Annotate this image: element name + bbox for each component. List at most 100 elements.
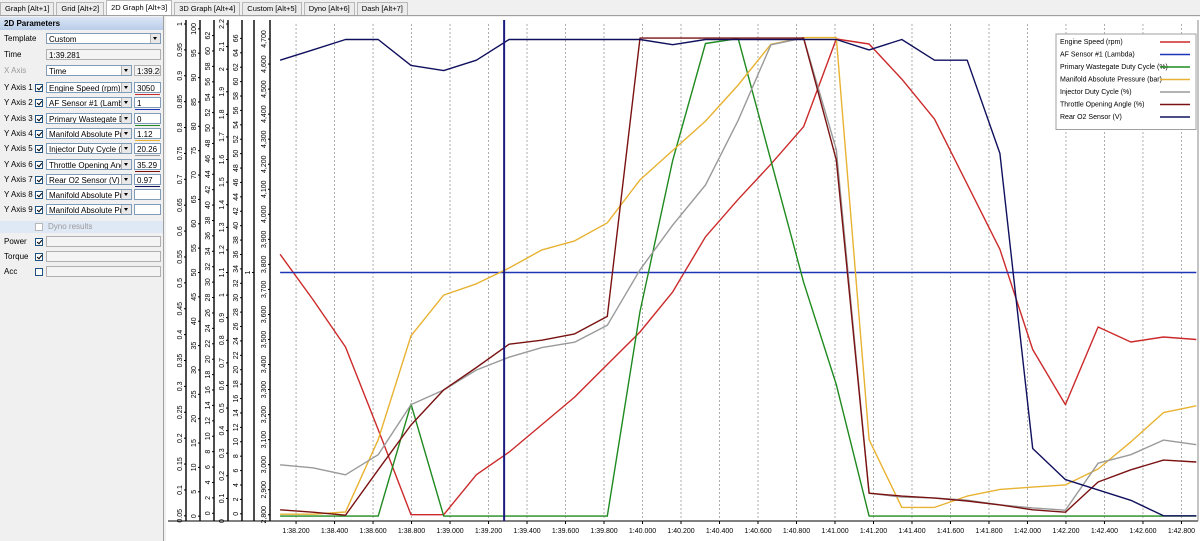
- y-tick-label: 25: [191, 390, 198, 398]
- dropdown-arrow[interactable]: [121, 128, 131, 138]
- x-tick-label: 1:38.600: [359, 528, 386, 535]
- channel-combo[interactable]: Engine Speed (rpm): [46, 82, 132, 93]
- y-tick-label: 54: [233, 121, 240, 129]
- dropdown-arrow[interactable]: [121, 113, 131, 123]
- y-tick-label: 3,900: [261, 230, 268, 248]
- y-tick-label: 50: [191, 269, 198, 277]
- y-tick-label: 16: [233, 395, 240, 403]
- y-tick-label: 42: [205, 186, 212, 194]
- y-tick-label: 3,600: [261, 306, 268, 324]
- legend-label: AF Sensor #1 (Lambda): [1060, 51, 1135, 58]
- tab[interactable]: Graph [Alt+1]: [0, 2, 55, 15]
- dropdown-arrow[interactable]: [121, 66, 131, 75]
- channel-combo[interactable]: Throttle Opening Angle (: [46, 158, 132, 170]
- combo-text: Injector Duty Cycle (%): [49, 145, 131, 155]
- combo-text: Engine Speed (rpm): [49, 84, 121, 93]
- checkbox[interactable]: [35, 160, 43, 169]
- y-tick-label: 0.9: [177, 71, 184, 81]
- dropdown-arrow[interactable]: [121, 98, 131, 108]
- checkbox[interactable]: [35, 114, 43, 123]
- y-tick-label: 3,400: [261, 356, 268, 374]
- y-tick-label: 0: [205, 511, 212, 515]
- y-tick-label: 15: [191, 439, 198, 447]
- dropdown-arrow[interactable]: [121, 174, 131, 184]
- tab[interactable]: 2D Graph [Alt+3]: [106, 0, 173, 15]
- option-label: Power: [4, 237, 27, 246]
- y-tick-label: 58: [233, 92, 240, 100]
- checkbox[interactable]: [35, 145, 43, 154]
- dropdown-arrow[interactable]: [121, 205, 131, 215]
- dropdown-arrow[interactable]: [121, 144, 131, 154]
- x-tick-label: 1:41.600: [937, 528, 964, 535]
- y-tick-label: 0: [191, 514, 198, 518]
- y-tick-label: 4,100: [261, 180, 268, 198]
- tab[interactable]: Grid [Alt+2]: [56, 2, 105, 15]
- y-tick-label: 0.75: [177, 147, 184, 161]
- y-tick-label: 5: [191, 490, 198, 494]
- checkbox[interactable]: [35, 129, 43, 138]
- dropdown-arrow[interactable]: [121, 159, 131, 169]
- y-tick-label: 45: [191, 293, 198, 301]
- y-tick-label: 2.1: [219, 42, 226, 52]
- channel-combo[interactable]: Primary Wastegate Duty: [46, 112, 132, 124]
- checkbox[interactable]: [35, 238, 43, 246]
- x-readout: 1:39.28: [134, 65, 161, 76]
- y-tick-label: 30: [233, 294, 240, 302]
- x-tick-label: 1:39.000: [436, 528, 463, 535]
- x-tick-label: 1:38.200: [282, 528, 309, 535]
- combo-text: AF Sensor #1 (Lambda): [49, 99, 132, 109]
- y-tick-label: 40: [191, 317, 198, 325]
- tab[interactable]: 3D Graph [Alt+4]: [174, 2, 241, 15]
- checkbox[interactable]: [35, 253, 43, 261]
- tab[interactable]: Custom [Alt+5]: [242, 2, 302, 15]
- channel-combo[interactable]: Injector Duty Cycle (%): [46, 143, 132, 155]
- tab[interactable]: Dyno [Alt+6]: [303, 2, 355, 15]
- y-tick-label: 34: [233, 265, 240, 273]
- checkbox[interactable]: [35, 223, 43, 231]
- y-tick-label: 0.65: [177, 198, 184, 212]
- y-tick-label: 2.2: [219, 19, 226, 29]
- channel-combo[interactable]: AF Sensor #1 (Lambda): [46, 97, 132, 109]
- checkbox[interactable]: [35, 268, 43, 276]
- dropdown-arrow[interactable]: [121, 83, 131, 92]
- y-axis-label: Y Axis 8: [4, 190, 33, 200]
- x-axis-combo[interactable]: Time: [46, 65, 132, 76]
- x-tick-label: 1:39.200: [475, 528, 502, 535]
- x-tick-label: 1:38.800: [398, 528, 425, 535]
- checkbox[interactable]: [35, 99, 43, 108]
- series-line: [280, 36, 1197, 515]
- y-tick-label: 1.3: [219, 222, 226, 232]
- tab[interactable]: Dash [Alt+7]: [356, 2, 408, 15]
- y-tick-label: 1.8: [219, 109, 226, 119]
- y-tick-label: 3,100: [261, 431, 268, 449]
- channel-combo[interactable]: Manifold Absolute Press: [46, 127, 132, 139]
- y-tick-label: 0.2: [177, 433, 184, 443]
- readout-color: [135, 124, 160, 126]
- y-tick-label: 44: [233, 193, 240, 201]
- y-tick-label: 1.6: [219, 155, 226, 165]
- y-tick-label: 0.1: [219, 493, 226, 503]
- y-tick-label: 0.8: [219, 335, 226, 345]
- dropdown-arrow[interactable]: [121, 190, 131, 200]
- checkbox[interactable]: [35, 84, 43, 92]
- checkbox[interactable]: [35, 191, 43, 200]
- x-tick-label: 1:41.400: [898, 528, 925, 535]
- y-tick-label: 36: [205, 232, 212, 240]
- dropdown-arrow[interactable]: [150, 34, 160, 43]
- channel-combo[interactable]: Manifold Absolute Press: [46, 189, 132, 201]
- y-tick-label: 0.4: [219, 426, 226, 436]
- channel-combo[interactable]: Rear O2 Sensor (V): [46, 173, 132, 185]
- channel-combo[interactable]: Manifold Absolute Press: [46, 204, 132, 216]
- legend-label: Primary Wastegate Duty Cycle (%): [1060, 64, 1168, 71]
- y-tick-label: 4,500: [261, 80, 268, 98]
- legend-label: Engine Speed (rpm): [1060, 39, 1123, 46]
- template-combo[interactable]: Custom: [46, 33, 161, 44]
- y-tick-label: 14: [205, 401, 212, 409]
- y-tick-label: 10: [205, 432, 212, 440]
- checkbox[interactable]: [35, 206, 43, 215]
- y-tick-label: 85: [191, 98, 198, 106]
- y-tick-label: 75: [191, 147, 198, 155]
- checkbox[interactable]: [35, 175, 43, 184]
- y-tick-label: 26: [233, 323, 240, 331]
